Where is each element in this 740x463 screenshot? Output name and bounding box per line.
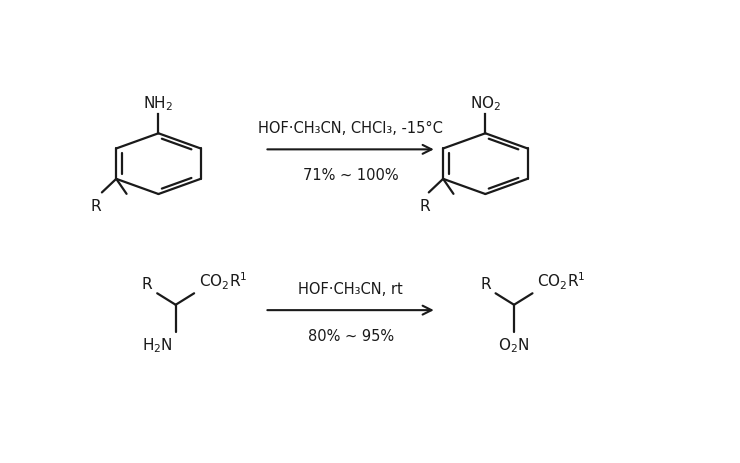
Text: 80% ~ 95%: 80% ~ 95% bbox=[308, 328, 394, 343]
Text: 71% ~ 100%: 71% ~ 100% bbox=[303, 168, 398, 183]
Text: R: R bbox=[91, 199, 101, 214]
Text: NO$_2$: NO$_2$ bbox=[470, 94, 501, 113]
Text: CO$_2$R$^1$: CO$_2$R$^1$ bbox=[199, 270, 247, 292]
Text: R: R bbox=[480, 277, 491, 292]
Text: O$_2$N: O$_2$N bbox=[498, 335, 530, 354]
Text: CO$_2$R$^1$: CO$_2$R$^1$ bbox=[537, 270, 585, 292]
Text: HOF·CH₃CN, CHCl₃, -15°C: HOF·CH₃CN, CHCl₃, -15°C bbox=[258, 121, 443, 136]
Text: R: R bbox=[420, 199, 430, 214]
Text: NH$_2$: NH$_2$ bbox=[144, 94, 174, 113]
Text: HOF·CH₃CN, rt: HOF·CH₃CN, rt bbox=[298, 281, 403, 296]
Text: H$_2$N: H$_2$N bbox=[142, 335, 173, 354]
Text: R: R bbox=[142, 277, 152, 292]
